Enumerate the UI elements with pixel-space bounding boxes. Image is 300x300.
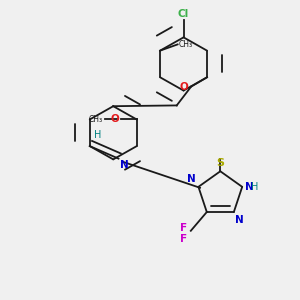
Text: O: O — [111, 115, 119, 124]
Text: N: N — [245, 182, 254, 192]
Text: O: O — [180, 82, 188, 92]
Text: F: F — [180, 223, 187, 233]
Text: CH₃: CH₃ — [178, 40, 193, 49]
Text: F: F — [180, 234, 187, 244]
Text: H: H — [94, 130, 101, 140]
Text: N: N — [120, 160, 129, 170]
Text: S: S — [216, 158, 224, 168]
Text: CH₃: CH₃ — [89, 115, 103, 124]
Text: Cl: Cl — [178, 9, 189, 19]
Text: N: N — [187, 174, 196, 184]
Text: N: N — [236, 214, 244, 224]
Text: H: H — [251, 182, 259, 192]
